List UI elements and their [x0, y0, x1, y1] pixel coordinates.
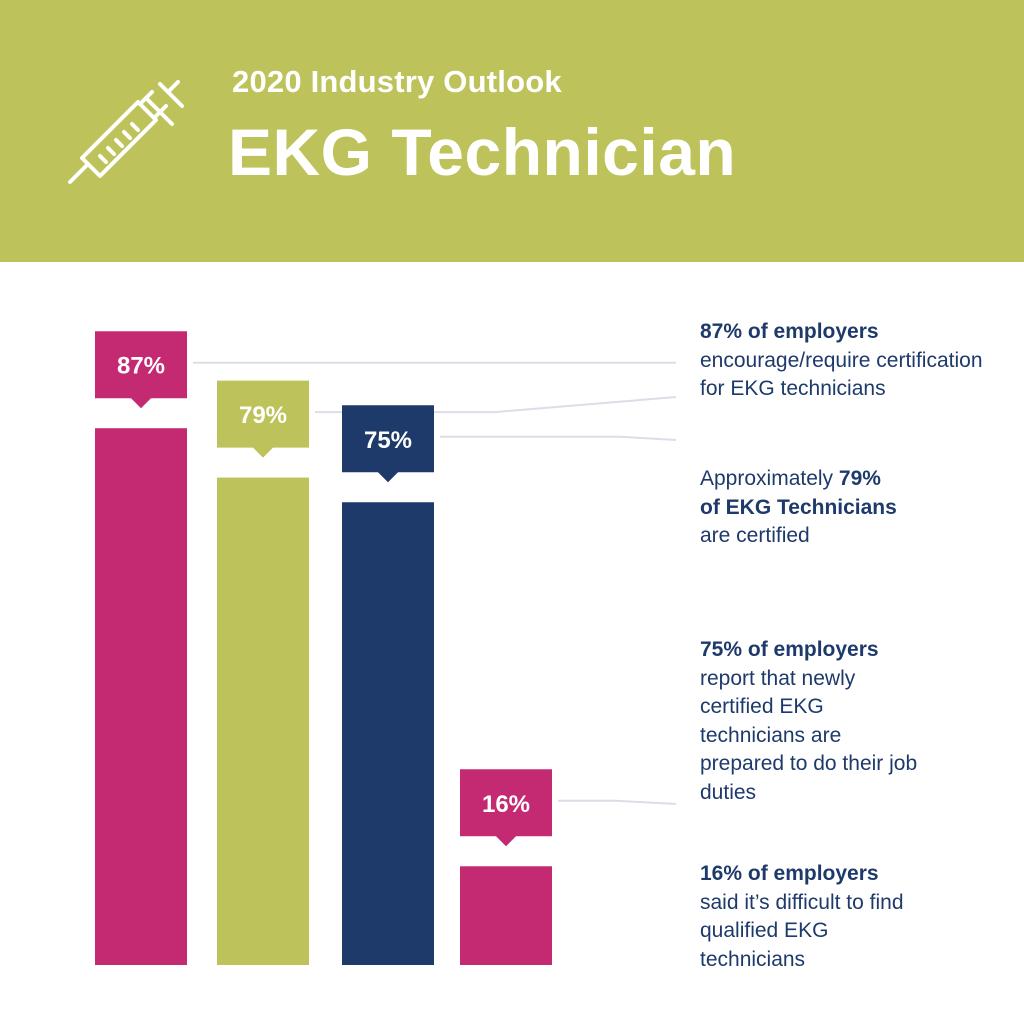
header-subtitle: 2020 Industry Outlook — [232, 64, 562, 99]
value-label-box-1 — [217, 380, 309, 458]
note-87-bold: 87% of employers — [700, 320, 879, 343]
note-79: Approximately 79% of EKG Technicians are… — [700, 465, 900, 551]
value-label-box-2 — [342, 405, 434, 483]
note-87: 87% of employers encourage/require certi… — [700, 318, 1000, 404]
note-79-bold: 79% of EKG Technicians — [700, 467, 897, 519]
note-87-rest: encourage/require certification for EKG … — [700, 348, 983, 401]
page-title: EKG Technician — [228, 115, 737, 189]
note-16-rest: said it’s difficult to find qualified EK… — [700, 890, 904, 971]
note-75-bold: 75% of employers — [700, 638, 879, 661]
note-75: 75% of employers report that newly certi… — [700, 636, 930, 807]
bar-chart: 87% 79% 75% 16% — [95, 331, 677, 965]
note-16: 16% of employers said it’s difficult to … — [700, 860, 910, 974]
value-label-box-3 — [460, 769, 552, 847]
value-label-3: 16% — [482, 791, 530, 818]
note-79-rest: are certified — [700, 524, 810, 547]
bar-3 — [460, 866, 552, 965]
connector-line-3 — [558, 799, 677, 805]
value-label-0: 87% — [117, 353, 165, 380]
value-label-2: 75% — [364, 427, 412, 454]
note-16-bold: 16% of employers — [700, 862, 879, 885]
bar-0 — [95, 428, 187, 965]
note-75-rest: report that newly certified EKG technici… — [700, 666, 918, 804]
connector-line-2 — [440, 435, 677, 441]
value-label-1: 79% — [239, 402, 287, 429]
note-79-lead: Approximately — [700, 467, 839, 490]
syringe-icon — [68, 80, 184, 184]
header-banner: 2020 Industry Outlook EKG Technician — [0, 0, 1024, 262]
bar-1 — [217, 477, 309, 965]
value-label-box-0 — [95, 331, 187, 409]
bar-2 — [342, 502, 434, 965]
